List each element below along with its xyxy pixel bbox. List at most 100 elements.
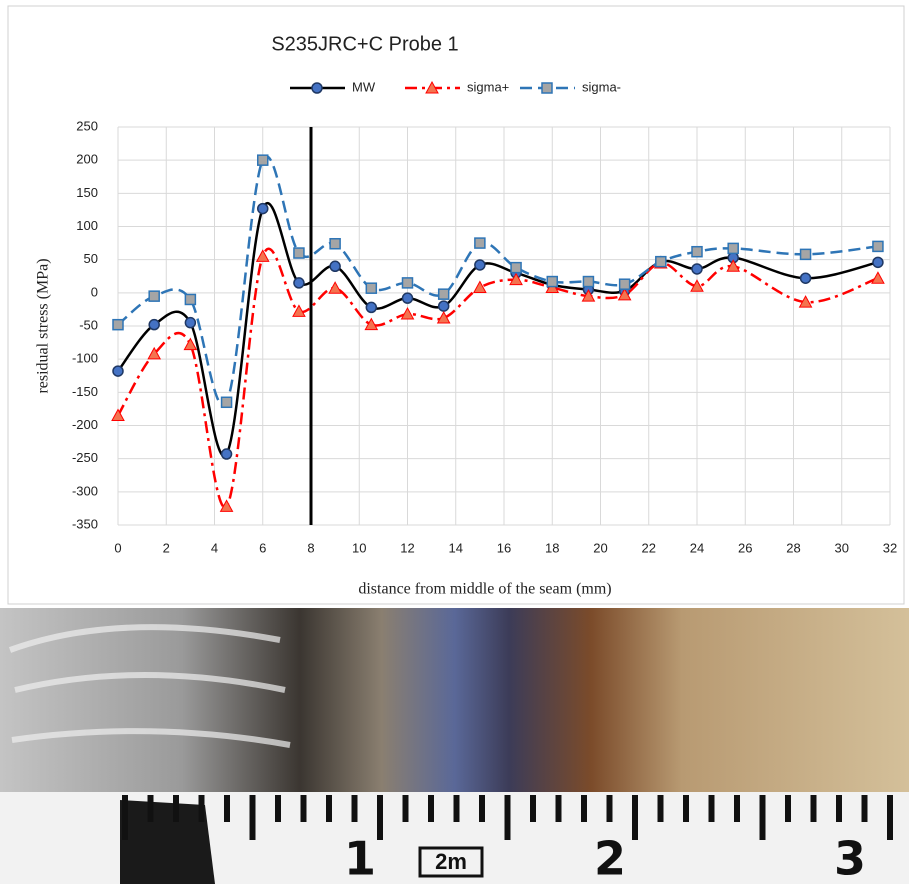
data-point (184, 293, 197, 306)
data-point (112, 365, 124, 377)
data-point (220, 396, 233, 409)
data-point (691, 263, 703, 275)
x-tick-label: 24 (690, 540, 704, 555)
data-point (510, 261, 522, 274)
data-point (582, 275, 595, 288)
y-tick-label: -150 (72, 384, 98, 399)
data-point (473, 280, 487, 294)
x-tick-label: 18 (545, 540, 559, 555)
data-point (799, 272, 812, 284)
x-tick-label: 2 (163, 540, 170, 555)
legend-label: MW (352, 79, 376, 94)
y-tick-label: 250 (76, 118, 98, 133)
data-point (329, 260, 341, 273)
data-point (148, 290, 160, 302)
y-axis-label: residual stress (MPa) (35, 258, 52, 393)
x-tick-label: 28 (786, 540, 800, 555)
x-tick-label: 26 (738, 540, 752, 555)
data-point (509, 272, 523, 286)
x-tick-label: 10 (352, 540, 366, 555)
data-point (798, 295, 813, 308)
series-line (116, 247, 879, 509)
photo: 1 2m 2 3 (0, 608, 909, 884)
x-tick-label: 20 (593, 540, 607, 555)
ruler-label: 2 (594, 832, 626, 884)
legend-marker (311, 82, 323, 94)
data-point (436, 310, 451, 324)
data-point (112, 318, 124, 331)
y-tick-label: -200 (72, 417, 98, 432)
data-point (111, 408, 125, 422)
data-point (618, 278, 631, 290)
data-point (257, 154, 269, 166)
data-point (219, 499, 234, 512)
legend-marker (541, 82, 553, 94)
data-point (148, 318, 160, 331)
y-tick-label: -100 (72, 351, 98, 366)
x-tick-label: 30 (835, 540, 849, 555)
y-tick-label: -50 (79, 317, 98, 332)
x-tick-label: 32 (883, 540, 897, 555)
data-point (727, 242, 739, 255)
data-point (293, 277, 305, 289)
data-point (474, 237, 486, 249)
data-point (220, 448, 233, 460)
y-tick-label: -300 (72, 483, 98, 498)
y-tick-label: -350 (72, 516, 98, 531)
data-point (255, 249, 270, 262)
data-point (365, 282, 378, 294)
data-point (147, 346, 162, 360)
x-tick-label: 22 (642, 540, 656, 555)
data-point (726, 259, 741, 272)
data-point (691, 245, 703, 258)
data-point (437, 288, 450, 300)
data-point (581, 289, 596, 302)
data-point (871, 271, 885, 284)
data-point (546, 275, 558, 288)
data-point (655, 255, 667, 268)
x-tick-label: 12 (400, 540, 414, 555)
x-tick-label: 14 (449, 540, 463, 555)
y-tick-label: 50 (84, 251, 98, 266)
data-point (365, 301, 378, 314)
y-tick-label: -250 (72, 450, 98, 465)
data-point (292, 304, 306, 317)
x-tick-label: 8 (307, 540, 314, 555)
data-point (872, 240, 884, 253)
ruler-label: 1 (344, 832, 376, 884)
ruler-label: 2m (435, 849, 467, 874)
data-point (799, 248, 812, 261)
y-tick-label: 0 (91, 284, 98, 299)
legend-label: sigma- (582, 79, 621, 94)
x-tick-label: 16 (497, 540, 511, 555)
data-point (183, 337, 198, 351)
ruler-label: 3 (834, 832, 866, 884)
data-point (872, 256, 884, 269)
y-tick-label: 100 (76, 218, 98, 233)
data-point (184, 316, 197, 329)
y-tick-label: 200 (76, 152, 98, 167)
x-axis-label: distance from middle of the seam (mm) (358, 581, 611, 598)
data-point (328, 281, 342, 294)
data-point (474, 259, 486, 271)
x-tick-label: 6 (259, 540, 266, 555)
data-point (401, 277, 414, 289)
data-point (437, 300, 450, 312)
ruler-shadow (120, 800, 215, 884)
data-point (293, 247, 305, 259)
x-tick-label: 0 (114, 540, 121, 555)
ruler-box (418, 846, 484, 878)
y-tick-label: 150 (76, 185, 98, 200)
x-tick-label: 4 (211, 540, 218, 555)
data-point (400, 307, 415, 320)
legend-marker (425, 80, 439, 94)
data-point (401, 292, 414, 304)
weld-ripples (8, 624, 291, 748)
legend-label: sigma+ (467, 79, 509, 94)
data-point (257, 202, 269, 215)
chart-title: S235JRC+C Probe 1 (271, 33, 458, 55)
data-point (329, 237, 341, 250)
data-point (690, 279, 704, 292)
data-point (364, 317, 379, 331)
